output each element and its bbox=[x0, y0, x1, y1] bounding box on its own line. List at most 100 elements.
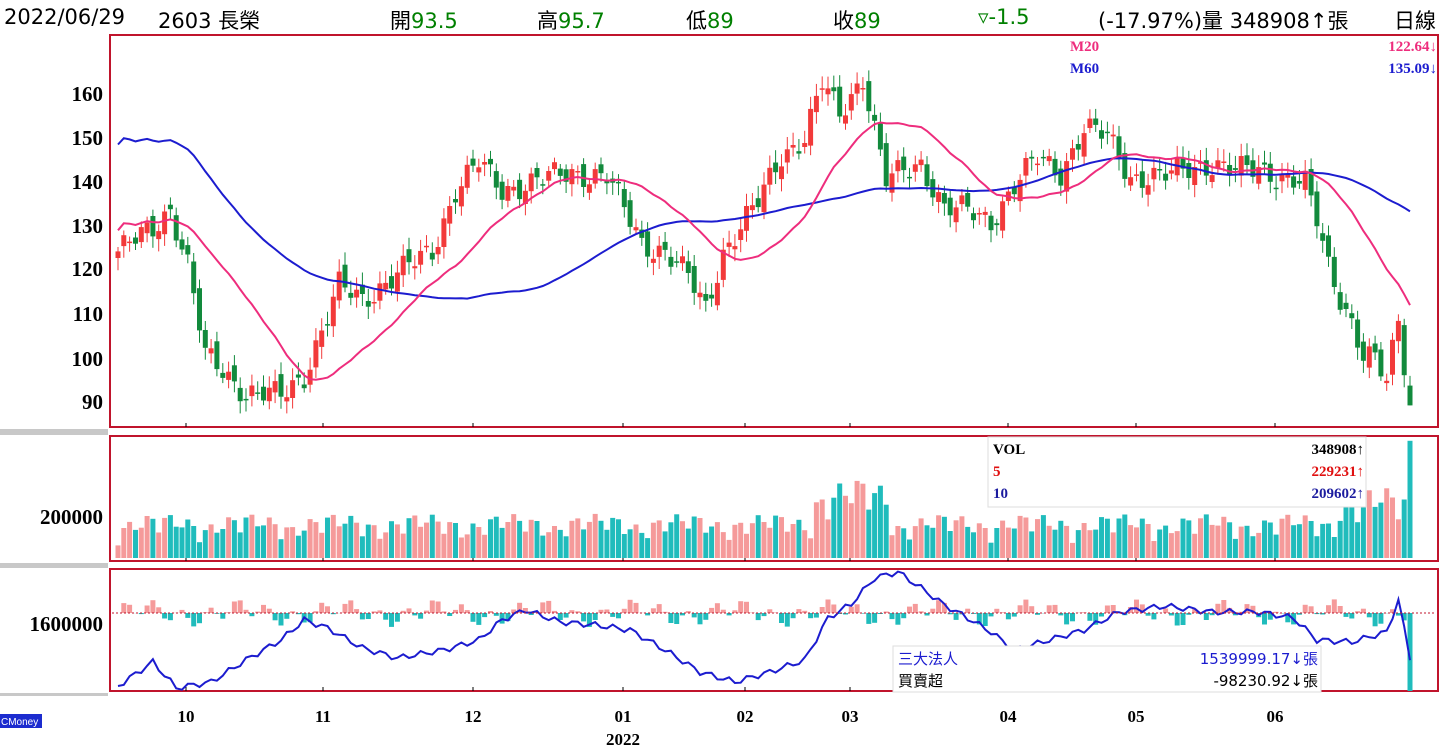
volume-bar bbox=[365, 524, 371, 558]
candle-body bbox=[709, 294, 715, 299]
volume-bar bbox=[889, 535, 895, 558]
volume-bar bbox=[255, 526, 261, 558]
candle-body bbox=[1209, 175, 1215, 182]
institutional-bar bbox=[208, 607, 214, 613]
candle-body bbox=[872, 114, 878, 121]
candle-body bbox=[1355, 319, 1361, 348]
institutional-bar bbox=[517, 602, 523, 613]
volume-bar bbox=[866, 509, 872, 558]
institutional-bar bbox=[156, 607, 162, 613]
candle-body bbox=[621, 189, 627, 208]
open-quote: 開93.5 bbox=[390, 9, 458, 33]
candle-body bbox=[1029, 156, 1035, 159]
institutional-bar bbox=[447, 613, 453, 616]
institutional-bar bbox=[1355, 611, 1361, 613]
candle-body bbox=[127, 241, 133, 244]
institutional-bar bbox=[237, 600, 243, 613]
institutional-bar bbox=[482, 613, 488, 618]
volume-bar bbox=[441, 533, 447, 558]
institutional-bar bbox=[1221, 600, 1227, 613]
institutional-bar bbox=[1070, 613, 1075, 622]
volume-bar bbox=[1355, 522, 1361, 558]
volume-bar bbox=[1046, 525, 1052, 558]
volume-bar bbox=[918, 518, 924, 558]
candle-body bbox=[726, 242, 732, 247]
volume-bar bbox=[226, 517, 232, 558]
volume-bar bbox=[162, 517, 168, 558]
volume-bar bbox=[1337, 520, 1343, 558]
institutional-bar bbox=[761, 613, 767, 617]
x-tick: 10 bbox=[178, 707, 195, 726]
candle-body bbox=[406, 249, 412, 263]
institutional-bar bbox=[767, 609, 773, 613]
institutional-bar bbox=[1232, 613, 1238, 616]
candle-body bbox=[563, 169, 569, 182]
candle-body bbox=[936, 192, 942, 202]
candle-body bbox=[1017, 179, 1023, 202]
candle-body bbox=[505, 186, 511, 201]
institutional-bar bbox=[261, 604, 266, 613]
institutional-bar bbox=[656, 604, 662, 613]
institutional-bar bbox=[1145, 613, 1151, 616]
institutional-bar bbox=[1058, 613, 1064, 616]
institutional-bar bbox=[476, 613, 482, 625]
institutional-bar bbox=[569, 610, 575, 613]
volume-bar bbox=[249, 514, 255, 558]
institutional-bar bbox=[342, 603, 348, 613]
separator-2 bbox=[0, 563, 108, 568]
volume-bar bbox=[1384, 488, 1390, 558]
vol10-label: 10 bbox=[993, 486, 1008, 502]
volume-bar bbox=[1081, 523, 1087, 558]
candle-body bbox=[348, 292, 354, 298]
m20-label: M20 bbox=[1070, 39, 1099, 55]
volume-bar bbox=[1192, 533, 1198, 558]
institutional-bar bbox=[185, 613, 191, 618]
candle-body bbox=[749, 205, 755, 211]
candle-body bbox=[1046, 156, 1052, 162]
volume-bar bbox=[976, 523, 982, 558]
candle-body bbox=[720, 249, 726, 280]
volume-bar bbox=[1157, 529, 1163, 558]
volume-bar bbox=[1011, 528, 1017, 558]
candle-body bbox=[575, 171, 581, 173]
institutional-bar bbox=[1343, 613, 1349, 617]
institutional-bar bbox=[400, 610, 406, 613]
institutional-bar bbox=[668, 613, 674, 623]
candle-body bbox=[1349, 313, 1355, 319]
volume-bar bbox=[1256, 532, 1262, 558]
volume-bar bbox=[1267, 522, 1273, 558]
volume-bar bbox=[429, 514, 435, 558]
inst-legend-bg bbox=[892, 645, 1322, 693]
institutional-bar bbox=[191, 613, 197, 627]
institutional-bar bbox=[796, 609, 802, 613]
candle-body bbox=[552, 162, 557, 170]
institutional-bar bbox=[1093, 613, 1099, 625]
volume-bar bbox=[1331, 537, 1337, 558]
volume-bar bbox=[1314, 536, 1320, 558]
price-tick: 120 bbox=[72, 257, 104, 281]
candle-body bbox=[755, 198, 761, 208]
candle-body bbox=[697, 292, 703, 298]
volume-bar bbox=[1291, 525, 1297, 558]
volume-bar bbox=[627, 529, 633, 558]
institutional-bar bbox=[540, 602, 546, 613]
candle-body bbox=[1302, 170, 1308, 190]
institutional-bar bbox=[121, 603, 127, 613]
candle-body bbox=[173, 215, 179, 241]
change: ▿-1.5 bbox=[978, 5, 1030, 29]
institutional-bar bbox=[825, 599, 831, 613]
candle-body bbox=[424, 245, 429, 248]
volume-bar bbox=[290, 527, 296, 558]
candle-body bbox=[1407, 385, 1413, 406]
institutional-bar bbox=[418, 613, 424, 619]
institutional-bar bbox=[1046, 605, 1052, 613]
candle-body bbox=[982, 211, 988, 215]
candle-body bbox=[988, 215, 994, 231]
candle-body bbox=[540, 184, 546, 186]
candle-body bbox=[1116, 136, 1122, 160]
volume-bar bbox=[325, 517, 330, 558]
institutional-bar bbox=[150, 600, 156, 613]
institutional-bar bbox=[1331, 599, 1337, 613]
candle-body bbox=[493, 171, 499, 188]
candle-body bbox=[249, 385, 255, 397]
